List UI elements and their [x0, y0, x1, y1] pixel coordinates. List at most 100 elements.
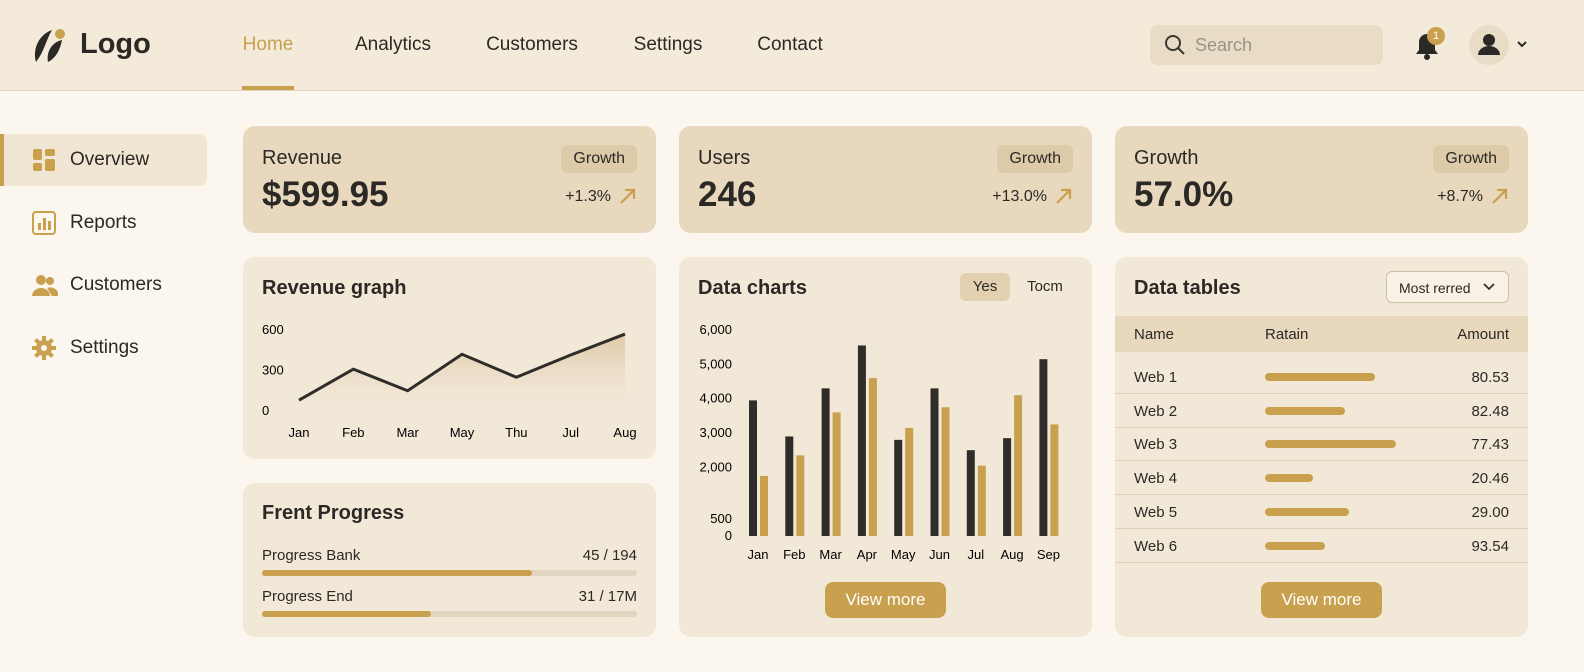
row-divider [1115, 393, 1528, 394]
progress-value: 45 / 194 [582, 547, 637, 564]
x-tick-label: Jun [929, 547, 950, 562]
bar [821, 388, 830, 536]
x-tick-label: Thu [505, 425, 527, 440]
stat-card: Users 246 Growth +13.0% [679, 126, 1092, 233]
row-divider [1115, 460, 1528, 462]
y-tick-label: 0 [262, 403, 269, 418]
nav-link[interactable]: Contact [757, 34, 823, 55]
bar [905, 427, 914, 536]
column-header: Ratain [1265, 326, 1309, 343]
sidebar-item[interactable]: Settings [70, 336, 139, 358]
bar-chart: 0 500 2,000 3,000 4,000 5,000 6,000 Jan Feb Mar Ap… [699, 322, 1060, 562]
ratain-bar [1265, 474, 1313, 483]
sidebar-item[interactable]: Overview [70, 149, 150, 170]
nav-link[interactable]: Settings [633, 34, 703, 55]
progress-fill [262, 611, 431, 617]
bar [1014, 395, 1023, 536]
sidebar-item[interactable]: Reports [70, 211, 137, 233]
bar [977, 465, 986, 536]
ratain-bar [1265, 373, 1375, 381]
card-title: Data charts [698, 277, 807, 299]
card-title: Revenue graph [262, 277, 407, 299]
progress-label: Progress End [262, 588, 353, 605]
bar [1050, 424, 1059, 536]
arrow-icon [620, 188, 636, 204]
cell-name: Web 5 [1134, 503, 1178, 521]
y-tick-label: 5,000 [699, 356, 732, 371]
progress-label: Progress Bank [262, 547, 361, 564]
ratain-bar [1265, 507, 1349, 516]
bar [1003, 438, 1012, 536]
stat-value: $599.95 [262, 175, 389, 214]
cell-name: Web 2 [1134, 402, 1178, 420]
x-tick-label: May [450, 425, 475, 440]
line-chart: 0 300 600 Jan Feb Mar May Thu Jul Aug [262, 322, 637, 440]
y-tick-label: 0 [725, 528, 732, 543]
bar [966, 450, 975, 536]
x-tick-label: Aug [1001, 547, 1024, 562]
bar [796, 455, 805, 536]
view-more-button[interactable]: View more [1261, 582, 1382, 618]
data-charts-card: Data charts Yes Tocm 0 500 2,000 3,000 4,000 5… [679, 257, 1092, 637]
sidebar-icon [33, 149, 55, 171]
view-more-button[interactable]: View more [825, 582, 946, 618]
card-title: Frent Progress [262, 502, 405, 524]
revenue-graph-card: Revenue graph 0 300 600 Jan Feb Mar May Thu Jul A… [243, 257, 656, 459]
user-menu[interactable] [1468, 24, 1532, 66]
x-tick-label: Apr [857, 547, 878, 562]
sidebar-active-bar [0, 134, 4, 186]
x-tick-label: Sep [1037, 547, 1060, 562]
notification-badge: 1 [1427, 27, 1445, 45]
cell-amount: 82.48 [1471, 402, 1509, 420]
arrow-icon [1492, 188, 1508, 204]
stat-label: Users [698, 147, 751, 169]
row-divider [1115, 527, 1528, 529]
sidebar-icon [32, 210, 56, 235]
column-header: Name [1134, 326, 1175, 343]
y-tick-label: 2,000 [699, 459, 732, 474]
row-divider [1115, 494, 1528, 496]
x-tick-label: Feb [783, 547, 805, 562]
cell-amount: 20.46 [1471, 470, 1509, 488]
bar [785, 436, 794, 536]
bar [832, 412, 841, 536]
x-tick-label: Jan [289, 425, 310, 440]
search-placeholder: Search [1195, 35, 1253, 55]
dropdown[interactable]: Most rerred [1386, 271, 1509, 303]
bar [941, 407, 950, 536]
logo: Logo [80, 28, 151, 60]
nav-link[interactable]: Home [242, 34, 294, 55]
y-tick-label: 300 [262, 363, 284, 378]
stat-value: 57.0% [1134, 175, 1234, 214]
stat-value: 246 [698, 175, 757, 214]
table-header [1115, 316, 1528, 352]
x-tick-label: Feb [342, 425, 364, 440]
stat-change: +8.7% [1437, 188, 1483, 205]
stat-card: Growth 57.0% Growth +8.7% [1115, 126, 1528, 233]
arrow-icon [1056, 188, 1072, 204]
sidebar-icon [32, 335, 56, 360]
y-tick-label: 6,000 [699, 322, 732, 337]
ratain-bar [1265, 541, 1325, 550]
cell-amount: 77.43 [1471, 436, 1509, 454]
toggle[interactable]: Yes [960, 273, 1010, 301]
row-divider [1115, 426, 1528, 428]
sidebar-active [0, 134, 207, 186]
sidebar-icon [32, 275, 58, 296]
header: Logo Search 1 [0, 0, 1584, 91]
cell-name: Web 3 [1134, 436, 1178, 454]
nav-link[interactable]: Analytics [354, 34, 432, 55]
stat-badge: Growth [1433, 145, 1509, 173]
toggle[interactable]: Tocm [1027, 278, 1063, 295]
search[interactable]: Search [1150, 25, 1383, 65]
ratain-bar [1265, 440, 1396, 449]
nav-link[interactable]: Customers [486, 34, 578, 55]
progress-track [262, 611, 637, 617]
x-tick-label: Jan [748, 547, 769, 562]
y-tick-label: 3,000 [699, 425, 732, 440]
stat-label: Revenue [262, 147, 343, 169]
sidebar-item[interactable]: Customers [70, 274, 162, 295]
bar [760, 475, 768, 536]
cell-name: Web 6 [1134, 537, 1178, 555]
